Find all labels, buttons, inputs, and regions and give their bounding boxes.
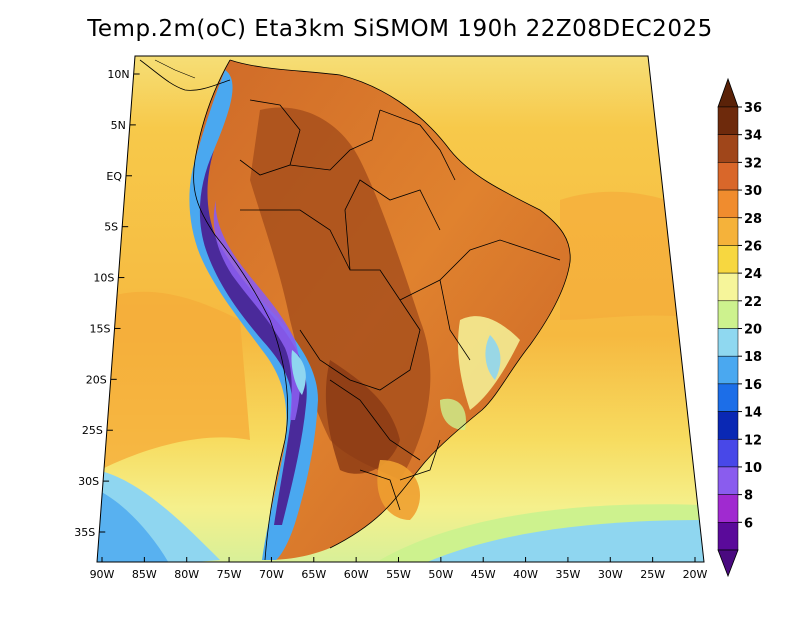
lat-tick-label: 25S bbox=[82, 424, 103, 437]
latitude-axis: 10N 5N EQ 5S 10S 15S 20S 25S 30S 35S bbox=[74, 68, 140, 539]
lon-tick-label: 80W bbox=[174, 568, 199, 581]
colorbar-label: 32 bbox=[744, 156, 762, 171]
colorbar-label: 14 bbox=[744, 406, 762, 421]
colorbar-label: 24 bbox=[744, 267, 762, 282]
colorbar-label: 16 bbox=[744, 378, 762, 393]
colorbar-bin bbox=[717, 439, 739, 468]
lat-tick-label: 35S bbox=[74, 526, 95, 539]
lat-tick-label: 20S bbox=[86, 373, 107, 386]
lat-tick-label: 15S bbox=[90, 322, 111, 335]
colorbar-bin bbox=[717, 522, 739, 551]
lon-tick-label: 30W bbox=[598, 568, 623, 581]
colorbar-label: 30 bbox=[744, 184, 762, 199]
colorbar-label: 28 bbox=[744, 212, 762, 227]
colorbar: 36 34 32 30 28 26 24 22 20 18 16 14 12 10 8 6 bbox=[717, 77, 762, 578]
lon-tick-label: 55W bbox=[386, 568, 411, 581]
lon-tick-label: 20W bbox=[683, 568, 708, 581]
colorbar-bin bbox=[717, 134, 739, 163]
lon-tick-label: 85W bbox=[132, 568, 157, 581]
map-title: Temp.2m(oC) Eta3km SiSMOM 190h 22Z08DEC2… bbox=[87, 16, 713, 42]
colorbar-bin bbox=[717, 106, 739, 135]
colorbar-label: 22 bbox=[744, 295, 762, 310]
lon-tick-label: 60W bbox=[344, 568, 369, 581]
colorbar-bin bbox=[717, 411, 739, 440]
lon-tick-label: 70W bbox=[259, 568, 284, 581]
colorbar-label: 18 bbox=[744, 350, 762, 365]
colorbar-bin bbox=[717, 189, 739, 218]
colorbar-label: 8 bbox=[744, 489, 753, 504]
colorbar-label: 10 bbox=[744, 461, 762, 476]
longitude-axis: 90W 85W 80W 75W 70W 65W 60W 55W 50W 45W 40W 35W 30W 2… bbox=[90, 557, 708, 581]
colorbar-bottom-arrow bbox=[717, 549, 739, 578]
lon-tick-label: 40W bbox=[513, 568, 538, 581]
lat-tick-label: 30S bbox=[78, 475, 99, 488]
lat-tick-label: 10S bbox=[93, 272, 114, 285]
map-panel bbox=[97, 56, 704, 562]
colorbar-label: 20 bbox=[744, 323, 762, 338]
lat-tick-label: 10N bbox=[107, 68, 129, 81]
lon-tick-label: 75W bbox=[217, 568, 242, 581]
colorbar-label: 36 bbox=[744, 101, 762, 116]
lon-tick-label: 50W bbox=[428, 568, 453, 581]
lon-tick-label: 35W bbox=[555, 568, 580, 581]
colorbar-bin bbox=[717, 355, 739, 385]
country-borders bbox=[193, 59, 571, 561]
lat-tick-label: EQ bbox=[106, 170, 122, 183]
colorbar-label: 26 bbox=[744, 239, 762, 254]
colorbar-bin bbox=[717, 245, 739, 274]
colorbar-label: 12 bbox=[744, 433, 762, 448]
colorbar-label: 34 bbox=[744, 129, 762, 144]
lat-tick-label: 5N bbox=[111, 119, 126, 132]
colorbar-bin bbox=[717, 328, 739, 357]
colorbar-bin bbox=[717, 383, 739, 412]
colorbar-bin bbox=[717, 300, 739, 329]
colorbar-bin bbox=[717, 217, 739, 246]
colorbar-bin bbox=[717, 162, 739, 191]
colorbar-bin bbox=[717, 466, 739, 495]
colorbar-bin bbox=[717, 494, 739, 523]
lon-tick-label: 90W bbox=[90, 568, 115, 581]
lat-tick-label: 5S bbox=[104, 221, 118, 234]
colorbar-label: 6 bbox=[744, 516, 753, 531]
colorbar-bin bbox=[717, 272, 739, 302]
lon-tick-label: 65W bbox=[301, 568, 326, 581]
lon-tick-label: 25W bbox=[640, 568, 665, 581]
lon-tick-label: 45W bbox=[471, 568, 496, 581]
colorbar-top-arrow bbox=[717, 77, 739, 108]
